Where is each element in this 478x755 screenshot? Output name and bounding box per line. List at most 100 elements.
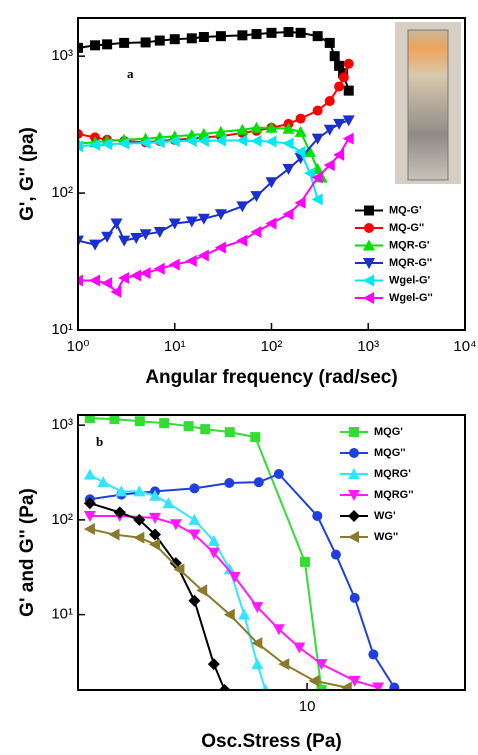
series-line [89,472,396,689]
marker [304,145,317,157]
y-axis-title: G' and G'' (Pa) [17,488,38,617]
marker [251,29,262,40]
marker [83,523,95,536]
marker [282,163,295,175]
marker [333,148,345,161]
y-axis-title: G', G'' (pa) [17,127,38,221]
marker [282,208,294,221]
plot-frame [77,17,466,331]
marker [278,658,290,671]
marker [130,232,143,244]
marker [149,528,162,541]
marker [265,217,277,230]
marker [308,674,320,687]
marker [159,418,170,429]
marker [133,513,146,526]
x-axis-title: Osc.Stress (Pa) [201,731,341,752]
legend-marker [364,205,374,216]
marker [253,477,264,488]
marker [90,40,101,51]
marker [265,177,278,189]
marker [349,592,360,603]
marker [294,196,306,209]
marker [224,478,235,489]
marker [368,649,379,660]
legend-marker [363,239,375,251]
marker [149,489,162,501]
legend-label: Wgel-G' [389,274,430,286]
legend-marker [349,448,359,458]
marker [348,675,361,687]
marker [173,563,185,576]
marker [78,235,84,247]
marker [139,267,151,280]
marker [250,135,262,148]
x-tick-label: 10² [261,338,283,355]
marker [133,485,146,497]
marker [183,421,194,432]
marker [250,432,261,443]
marker [139,229,152,241]
marker [236,201,249,213]
marker [266,27,277,38]
marker [265,121,278,133]
marker [109,415,120,425]
marker [273,469,284,480]
marker [83,497,96,510]
marker [342,115,355,127]
series-line [78,63,350,144]
x-tick-label: 10⁰ [67,338,90,355]
legend-marker [363,274,374,287]
marker [214,209,227,221]
marker [207,534,220,546]
legend-marker [363,258,375,269]
marker [149,512,162,524]
marker [312,31,323,42]
legend-label: MQRG'' [374,489,414,501]
marker [330,549,341,560]
marker [169,557,182,570]
marker [78,129,83,140]
marker [295,27,306,38]
marker [311,193,323,206]
legend-marker [348,468,360,479]
legend-marker [348,531,359,543]
marker [311,171,323,184]
legend-label: MQRG' [374,468,411,480]
marker [214,134,226,147]
marker [97,476,110,488]
y-tick-label: 10² [51,511,73,528]
y-tick-label: 10¹ [51,606,73,623]
series-line [89,514,379,689]
y-tick-label: 10² [51,184,73,201]
x-tick-label: 10⁴ [453,338,476,355]
legend-marker [348,490,360,501]
marker [110,218,123,230]
y-tick-label: 10³ [51,416,73,433]
marker [236,234,248,247]
y-tick-label: 10¹ [51,321,73,338]
marker [323,124,336,136]
marker [118,271,130,284]
marker [236,134,248,147]
marker [89,274,101,287]
marker [214,241,226,254]
marker [282,122,295,134]
marker [250,191,263,203]
marker [113,506,126,519]
marker [169,34,180,45]
marker [149,538,161,551]
marker [251,637,263,650]
legend-label: MQG' [374,426,403,438]
marker [251,602,264,614]
marker [89,239,102,251]
marker [282,137,294,150]
marker [262,684,269,690]
marker [188,513,201,525]
marker [185,135,197,148]
marker [185,254,197,267]
marker [250,225,262,238]
marker [168,218,181,230]
marker [153,262,165,275]
